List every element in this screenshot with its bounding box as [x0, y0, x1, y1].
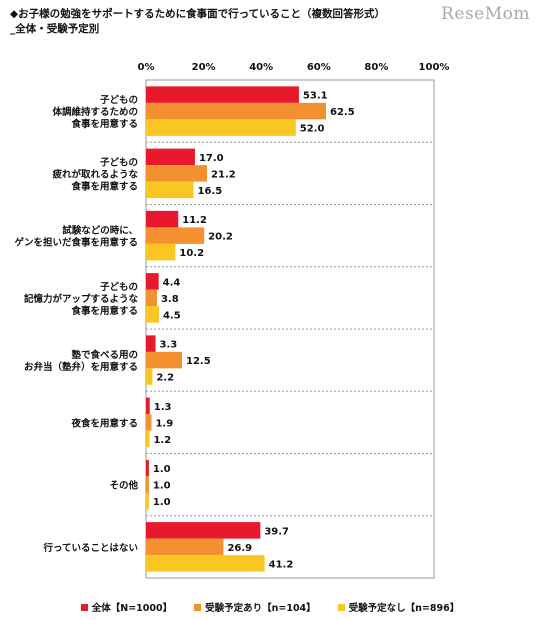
- legend-label: 全体【N=1000】: [91, 603, 173, 614]
- resemom-logo: ReseMom: [441, 4, 530, 24]
- legend: 全体【N=1000】 受験予定あり【n=104】 受験予定なし【n=896】: [0, 600, 540, 614]
- x-tick-label: 40%: [249, 62, 273, 73]
- category-label: 子どもの体調維持するための食事を用意する: [52, 94, 138, 130]
- bar: [146, 306, 159, 323]
- data-label: 10.2: [179, 248, 204, 259]
- category-label-line: 行っていることはない: [42, 542, 138, 554]
- x-tick-label: 20%: [192, 62, 216, 73]
- x-tick-label: 100%: [419, 62, 450, 73]
- category-label-line: その他: [109, 480, 138, 492]
- bar: [146, 243, 176, 261]
- bar: [146, 210, 179, 228]
- data-label: 1.9: [155, 418, 173, 429]
- category-label-line: お弁当（塾弁）を用意する: [24, 361, 138, 373]
- data-label: 20.2: [208, 232, 233, 243]
- bar: [146, 165, 208, 182]
- bar: [146, 227, 205, 244]
- category-label-line: 夜食を用意する: [70, 417, 138, 429]
- bar: [146, 397, 150, 415]
- data-label: 1.0: [153, 497, 171, 508]
- legend-label: 受験予定なし【n=896】: [348, 603, 460, 614]
- legend-swatch: [80, 603, 88, 611]
- legend-label: 受験予定あり【n=104】: [205, 603, 316, 614]
- category-label: 試験などの時に、ゲンを担いだ食事を用意する: [14, 225, 138, 249]
- category-label-line: 塾で食べる用の: [71, 349, 138, 361]
- bar: [146, 273, 159, 290]
- legend-item: 受験予定あり【n=104】: [194, 600, 316, 614]
- category-label: 塾で食べる用のお弁当（塾弁）を用意する: [24, 349, 138, 373]
- legend-item: 受験予定なし【n=896】: [337, 600, 460, 614]
- data-label: 16.5: [198, 186, 223, 197]
- bar: [146, 148, 195, 166]
- category-label-line: ゲンを担いだ食事を用意する: [14, 237, 138, 249]
- category-label-line: 食事を用意する: [70, 305, 138, 317]
- bar: [146, 492, 149, 510]
- chart-subtitle: _全体・受験予定別: [10, 23, 100, 35]
- bar: [146, 335, 156, 352]
- category-label-line: 食事を用意する: [70, 118, 138, 130]
- data-label: 53.1: [303, 91, 328, 102]
- category-label-line: 試験などの時に、: [62, 225, 138, 237]
- data-label: 3.8: [161, 294, 179, 305]
- category-label-line: 子どもの: [100, 156, 138, 168]
- category-label: 行っていることはない: [42, 542, 138, 554]
- data-label: 3.3: [160, 340, 178, 351]
- category-label-line: 記憶力がアップするような: [24, 293, 139, 305]
- data-label: 1.2: [153, 435, 171, 446]
- bar: [146, 555, 265, 572]
- legend-swatch: [194, 603, 202, 611]
- data-label: 17.0: [199, 153, 224, 164]
- bar: [146, 414, 152, 431]
- bar: [146, 538, 224, 556]
- bar: [146, 476, 149, 493]
- data-label: 4.4: [163, 277, 181, 288]
- data-label: 1.0: [153, 464, 171, 475]
- data-label: 41.2: [269, 559, 294, 570]
- data-label: 4.5: [163, 310, 181, 321]
- bar-chart: 0% 20% 40% 60% 80% 100%子どもの体調維持するための食事を用意する53…: [14, 62, 450, 579]
- category-label-line: 食事を用意する: [70, 180, 138, 192]
- legend-item: 全体【N=1000】: [80, 600, 173, 614]
- category-label: その他: [109, 480, 138, 492]
- bar: [146, 351, 182, 369]
- data-label: 11.2: [182, 215, 207, 226]
- data-label: 26.9: [227, 543, 252, 554]
- category-label: 子どもの疲れが取れるような食事を用意する: [52, 156, 138, 192]
- category-label-line: 子どもの: [100, 281, 138, 293]
- x-tick-label: 80%: [364, 62, 388, 73]
- data-label: 52.0: [300, 124, 325, 135]
- bar: [146, 181, 194, 199]
- category-label-line: 体調維持するための: [52, 106, 138, 118]
- bar: [146, 522, 261, 539]
- data-label: 21.2: [211, 169, 236, 180]
- bar: [146, 86, 299, 103]
- bar: [146, 289, 157, 307]
- data-label: 39.7: [264, 526, 289, 537]
- data-label: 1.0: [153, 481, 171, 492]
- data-label: 1.3: [154, 402, 172, 413]
- category-label-line: 子どもの: [100, 94, 138, 106]
- bar: [146, 102, 326, 120]
- category-label: 夜食を用意する: [70, 417, 138, 429]
- category-label: 子どもの記憶力がアップするような食事を用意する: [24, 281, 139, 317]
- data-label: 62.5: [330, 107, 355, 118]
- x-tick-label: 60%: [307, 62, 331, 73]
- chart-title: ◆お子様の勉強をサポートするために食事面で行っていること（複数回答形式）: [10, 8, 386, 20]
- bar: [146, 459, 149, 477]
- data-label: 2.2: [156, 373, 174, 384]
- category-label-line: 疲れが取れるような: [52, 168, 138, 180]
- bar: [146, 368, 153, 385]
- bar: [146, 430, 150, 448]
- legend-swatch: [337, 603, 345, 611]
- bar: [146, 119, 296, 136]
- data-label: 12.5: [186, 356, 211, 367]
- x-tick-label: 0%: [138, 62, 155, 73]
